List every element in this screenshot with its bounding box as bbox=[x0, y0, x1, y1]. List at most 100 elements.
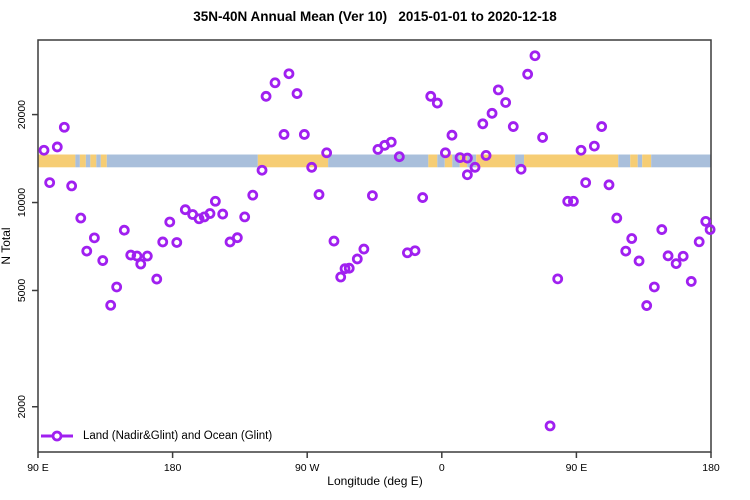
data-point bbox=[393, 151, 405, 163]
data-point bbox=[575, 144, 587, 156]
map-band-segment-land bbox=[476, 154, 516, 168]
x-tick-label: 0 bbox=[439, 462, 445, 474]
data-point bbox=[44, 177, 56, 189]
data-point bbox=[480, 149, 492, 161]
data-point bbox=[611, 212, 623, 224]
data-point bbox=[256, 164, 268, 176]
data-point bbox=[522, 68, 534, 80]
data-point bbox=[157, 236, 169, 248]
data-point bbox=[670, 258, 682, 269]
y-tick-label: 2000 bbox=[16, 395, 28, 419]
data-point bbox=[425, 90, 437, 102]
data-point bbox=[603, 179, 615, 191]
data-point bbox=[209, 195, 221, 207]
data-point bbox=[515, 163, 527, 175]
data-point bbox=[269, 77, 281, 89]
x-tick-label: 180 bbox=[702, 462, 720, 474]
data-point bbox=[544, 420, 556, 432]
data-point bbox=[562, 195, 574, 207]
data-point bbox=[500, 97, 512, 108]
data-point bbox=[461, 169, 473, 181]
data-point bbox=[97, 255, 109, 266]
data-point bbox=[171, 237, 183, 248]
map-band-segment-ocean bbox=[651, 154, 711, 168]
x-tick-label: 90 E bbox=[27, 462, 49, 474]
data-point bbox=[58, 121, 70, 133]
data-point bbox=[247, 189, 259, 201]
data-point bbox=[596, 121, 608, 132]
data-point bbox=[358, 243, 370, 255]
legend-circle bbox=[51, 430, 63, 442]
data-point bbox=[335, 271, 347, 283]
data-point bbox=[81, 245, 93, 257]
data-point bbox=[439, 147, 451, 159]
data-point bbox=[224, 236, 236, 248]
data-point bbox=[321, 147, 333, 159]
data-point bbox=[88, 232, 100, 244]
data-point bbox=[291, 88, 303, 99]
data-point bbox=[552, 273, 564, 285]
map-band-segment-ocean bbox=[328, 154, 429, 168]
data-point bbox=[75, 212, 87, 224]
x-axis-title: Longitude (deg E) bbox=[327, 474, 423, 488]
data-point bbox=[343, 262, 355, 274]
data-point bbox=[409, 245, 421, 257]
data-point bbox=[328, 235, 340, 247]
y-axis-title: N Total bbox=[0, 227, 13, 265]
data-point bbox=[662, 250, 674, 262]
map-band-segment-ocean bbox=[106, 154, 258, 168]
data-point bbox=[260, 90, 272, 102]
data-point bbox=[568, 195, 579, 207]
data-point bbox=[648, 281, 660, 293]
data-point bbox=[217, 208, 229, 220]
map-band-segment-ocean bbox=[437, 154, 445, 168]
data-point bbox=[105, 299, 117, 311]
chart-title: 35N-40N Annual Mean (Ver 10) 2015-01-01 … bbox=[193, 9, 557, 24]
data-point bbox=[313, 189, 325, 200]
data-point bbox=[492, 84, 504, 96]
map-band-segment-ocean bbox=[75, 154, 80, 168]
data-point bbox=[179, 204, 191, 216]
map-band-segment-land bbox=[100, 154, 107, 168]
data-point bbox=[620, 245, 632, 257]
plot-box bbox=[37, 39, 712, 453]
data-point bbox=[477, 118, 489, 130]
map-band-segment-land bbox=[79, 154, 86, 168]
map-band-segment-ocean bbox=[618, 154, 631, 168]
map-band-segment-ocean bbox=[637, 154, 643, 168]
x-tick-label: 90 E bbox=[566, 462, 588, 474]
data-point bbox=[469, 161, 481, 173]
data-point bbox=[486, 107, 498, 119]
data-point bbox=[461, 152, 473, 164]
map-band-segment-land bbox=[524, 154, 619, 168]
data-point bbox=[704, 224, 716, 235]
legend: Land (Nadir&Glint) and Ocean (Glint) bbox=[40, 428, 272, 444]
data-point bbox=[135, 258, 147, 270]
x-tick-label: 90 W bbox=[295, 462, 320, 474]
data-point bbox=[677, 250, 689, 262]
data-point bbox=[700, 215, 712, 227]
data-point bbox=[278, 129, 290, 140]
data-point bbox=[239, 211, 251, 223]
data-point bbox=[131, 250, 143, 262]
data-point bbox=[118, 224, 130, 236]
map-band-segment-land bbox=[642, 154, 652, 168]
map-band-segment-land bbox=[90, 154, 97, 168]
data-point bbox=[431, 97, 443, 109]
data-point bbox=[283, 68, 295, 80]
data-point bbox=[298, 129, 310, 140]
legend-marker-icon bbox=[41, 430, 73, 442]
data-point bbox=[417, 192, 429, 203]
data-point bbox=[151, 273, 163, 285]
data-point bbox=[693, 236, 705, 248]
map-band-segment-land bbox=[444, 154, 453, 168]
data-point bbox=[164, 216, 176, 228]
data-point bbox=[385, 136, 397, 148]
data-point bbox=[685, 276, 697, 287]
data-point bbox=[507, 121, 519, 132]
map-band-segment-ocean bbox=[85, 154, 91, 168]
data-point bbox=[656, 224, 668, 235]
data-point bbox=[580, 177, 592, 189]
data-point bbox=[193, 213, 205, 225]
